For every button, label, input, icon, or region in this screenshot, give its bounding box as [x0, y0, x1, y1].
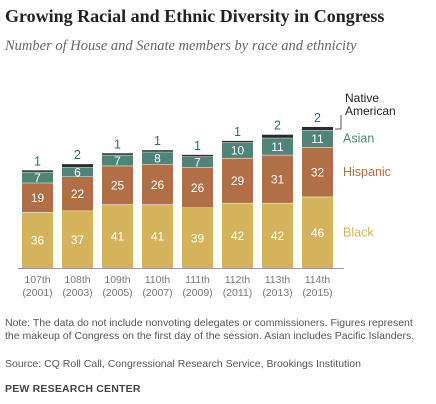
x-tick-label: (2005)	[102, 287, 132, 299]
bar-value-label: 7	[114, 154, 121, 168]
x-tick-label: 110th	[145, 274, 171, 286]
bar-value-label: 19	[31, 191, 45, 205]
x-tick-label: 109th	[104, 274, 130, 286]
bar-asian	[102, 154, 133, 166]
x-tick-label: (2011)	[223, 287, 253, 299]
bar-value-label: 25	[111, 179, 125, 193]
legend-label-asian: Asian	[343, 132, 374, 146]
x-tick-label: 112th	[225, 274, 251, 286]
x-tick-label: 111th	[185, 274, 210, 286]
bar-value-label: 22	[71, 187, 85, 201]
bar-value-label: 2	[314, 111, 321, 125]
bar-hispanic	[222, 157, 253, 203]
bar-value-label: 26	[191, 181, 205, 195]
bar-hispanic	[302, 147, 333, 197]
chart-source: Source: CQ Roll Call, Congressional Rese…	[5, 358, 361, 370]
bar-native-american	[222, 140, 253, 143]
bar-value-label: 10	[231, 144, 245, 158]
legend-leader-line	[335, 114, 342, 130]
bar-value-label: 1	[154, 134, 161, 148]
bar-asian	[142, 151, 173, 165]
bar-value-label: 39	[191, 231, 205, 245]
x-tick-label: (2001)	[22, 287, 52, 299]
bar-value-label: 36	[31, 234, 45, 248]
bar-black	[142, 204, 173, 268]
bar-value-label: 2	[274, 119, 281, 133]
bar-asian	[262, 137, 293, 155]
bar-native-american	[22, 170, 53, 172]
bar-hispanic	[142, 164, 173, 205]
bar-native-american	[302, 126, 333, 131]
x-tick-label: (2007)	[142, 287, 172, 299]
bar-value-label: 41	[151, 230, 165, 244]
bar-native-american	[262, 134, 293, 138]
bar-value-label: 1	[114, 137, 121, 151]
bar-hispanic	[262, 154, 293, 203]
chart-note: Note: The data do not include nonvoting …	[5, 317, 415, 343]
x-tick-label: 113th	[265, 274, 291, 286]
bar-black	[262, 202, 293, 268]
chart-title: Growing Racial and Ethnic Diversity in C…	[5, 6, 385, 26]
chart-subtitle: Number of House and Senate members by ra…	[5, 38, 357, 54]
bar-value-label: 6	[74, 165, 81, 179]
bar-black	[222, 202, 253, 268]
bar-black	[62, 210, 93, 268]
bar-value-label: 7	[194, 155, 201, 169]
bar-asian	[182, 156, 213, 168]
legend-label-black: Black	[343, 225, 374, 239]
bar-value-label: 42	[231, 229, 245, 243]
bar-native-american	[102, 153, 133, 155]
bar-value-label: 1	[34, 154, 41, 168]
bar-hispanic	[62, 176, 93, 211]
bar-value-label: 41	[111, 230, 125, 244]
legend-label-native-american: American	[345, 104, 396, 118]
x-tick-label: 114th	[305, 274, 331, 286]
bar-native-american	[62, 164, 93, 168]
bar-value-label: 1	[194, 139, 201, 153]
bar-value-label: 1	[234, 125, 241, 139]
bar-hispanic	[102, 165, 133, 205]
bar-black	[102, 204, 133, 268]
legend-label-native-american: Native	[345, 91, 379, 105]
org-credit: PEW RESEARCH CENTER	[5, 383, 141, 395]
bar-value-label: 31	[271, 172, 285, 186]
bar-asian	[22, 171, 53, 183]
x-tick-label: (2015)	[302, 287, 332, 299]
bar-value-label: 8	[154, 151, 161, 165]
bar-hispanic	[22, 182, 53, 213]
bar-black	[182, 207, 213, 268]
bar-asian	[222, 142, 253, 158]
bar-value-label: 32	[311, 165, 325, 179]
bar-value-label: 11	[271, 140, 284, 154]
x-tick-label: (2009)	[182, 287, 212, 299]
bar-value-label: 46	[311, 226, 325, 240]
bar-value-label: 26	[151, 178, 165, 192]
stacked-bar-chart: 361971107th(2001)372262108th(2003)412571…	[18, 91, 396, 299]
bar-asian	[302, 130, 333, 148]
bar-black	[22, 212, 53, 268]
x-tick-label: 107th	[24, 274, 50, 286]
bar-asian	[62, 167, 93, 177]
bar-value-label: 37	[71, 233, 85, 247]
bar-value-label: 11	[311, 132, 324, 146]
bar-value-label: 7	[34, 171, 41, 185]
x-tick-label: (2013)	[262, 287, 292, 299]
bar-value-label: 29	[231, 174, 245, 188]
bar-hispanic	[182, 167, 213, 208]
bar-native-american	[142, 150, 173, 152]
x-tick-label: 108th	[64, 274, 90, 286]
x-tick-label: (2003)	[62, 287, 92, 299]
bar-native-american	[182, 154, 213, 157]
legend-label-hispanic: Hispanic	[343, 165, 391, 179]
bar-black	[302, 196, 333, 268]
bar-value-label: 42	[271, 229, 285, 243]
bar-value-label: 2	[74, 148, 81, 162]
